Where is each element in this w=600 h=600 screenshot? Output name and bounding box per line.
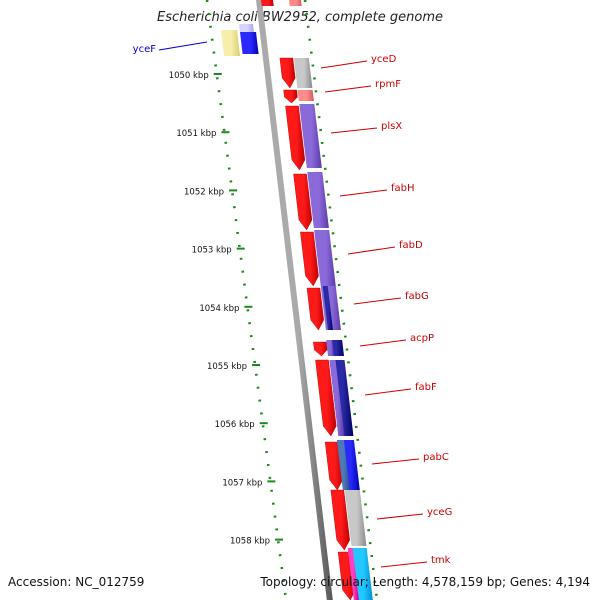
cds-arrow-fabD	[300, 231, 319, 287]
cds-arrow-yceD	[279, 57, 296, 89]
cds-arrow-yceG	[330, 489, 350, 551]
gene-features	[221, 0, 373, 600]
topology-text: Topology: circular; Length: 4,578,159 bp…	[260, 575, 590, 589]
annotation-fragment	[289, 0, 302, 6]
reverse-feature-blue	[240, 32, 259, 54]
gene-leader-line	[353, 297, 402, 305]
gene-leader-line	[371, 458, 420, 465]
tick-label: 1050 kbp	[169, 71, 209, 81]
annotation-stripe	[329, 360, 345, 436]
annotation-stripe	[326, 340, 335, 356]
gene-label-fabG: fabG	[405, 291, 429, 302]
gene-leader-line	[324, 85, 372, 93]
gene-leader-line	[376, 513, 424, 520]
cds-arrow-acpP	[313, 341, 328, 357]
tick-label: 1054 kbp	[199, 304, 239, 314]
accession-text: Accession: NC_012759	[8, 575, 145, 589]
gene-leader-line	[339, 189, 388, 197]
annotation-stripe	[336, 440, 350, 490]
cds-arrow-pabC	[324, 441, 343, 491]
gene-label-fabD: fabD	[399, 240, 423, 251]
gene-label-pabC: pabC	[423, 452, 449, 463]
gene-label-yceD: yceD	[371, 54, 397, 65]
gene-leader-line	[380, 561, 428, 568]
gene-leader-line	[320, 60, 368, 69]
tick-label: 1058 kbp	[230, 537, 270, 547]
genome-backbone	[256, 0, 333, 600]
annotation-block-yceG	[344, 490, 367, 546]
cds-arrow-plsX	[285, 105, 306, 171]
annotation-block-fabD	[314, 230, 336, 286]
tick-label: 1051 kbp	[176, 129, 216, 139]
annotation-block-fabH	[307, 172, 329, 228]
tick-label: 1057 kbp	[222, 478, 262, 488]
tick-label: 1052 kbp	[184, 187, 224, 197]
left-dotted-guide	[205, 0, 288, 600]
gene-leader-line	[359, 339, 407, 347]
gene-label-tmk: tmk	[431, 555, 451, 566]
cds-arrow-rpmF	[283, 89, 298, 104]
gene-label-fabH: fabH	[391, 183, 415, 194]
gene-label-yceF: yceF	[133, 44, 157, 55]
cds-arrow-fabF	[315, 359, 337, 437]
cds-arrow-fabG	[306, 287, 324, 331]
annotation-block-plsX	[299, 104, 322, 168]
gene-leader-line	[364, 388, 412, 396]
kbp-ticks: 1050 kbp 1051 kbp 1052 kbp 1053 kbp 1054 kbp…	[169, 71, 284, 547]
gene-leader-line	[158, 41, 208, 51]
gene-leader-line	[330, 127, 378, 134]
gene-label-plsX: plsX	[381, 121, 402, 132]
gene-leader-line	[347, 246, 396, 255]
gene-labels: yceD rpmF plsX fabH fabD fabG acpP fabF pabC yceG…	[133, 41, 452, 568]
reverse-feature-lavender	[239, 24, 254, 32]
gene-label-rpmF: rpmF	[375, 79, 401, 90]
tick-label: 1053 kbp	[192, 246, 232, 256]
annotation-stripe	[322, 286, 333, 330]
backbone-band	[256, 0, 333, 600]
map-title: Escherichia coli BW2952, complete genome	[157, 10, 443, 25]
tick-label: 1055 kbp	[207, 362, 247, 372]
annotation-block-yceD	[293, 58, 313, 88]
cds-arrow-fabH	[293, 173, 313, 231]
reverse-feature-yellow	[221, 30, 241, 56]
annotation-block-rpmF	[297, 90, 314, 101]
gene-label-fabF: fabF	[415, 382, 437, 393]
annotation-stripe	[347, 548, 359, 600]
cds-fragment	[261, 0, 274, 6]
tick-label: 1056 kbp	[215, 420, 255, 430]
gene-label-acpP: acpP	[410, 333, 434, 344]
gene-label-yceG: yceG	[427, 507, 452, 518]
